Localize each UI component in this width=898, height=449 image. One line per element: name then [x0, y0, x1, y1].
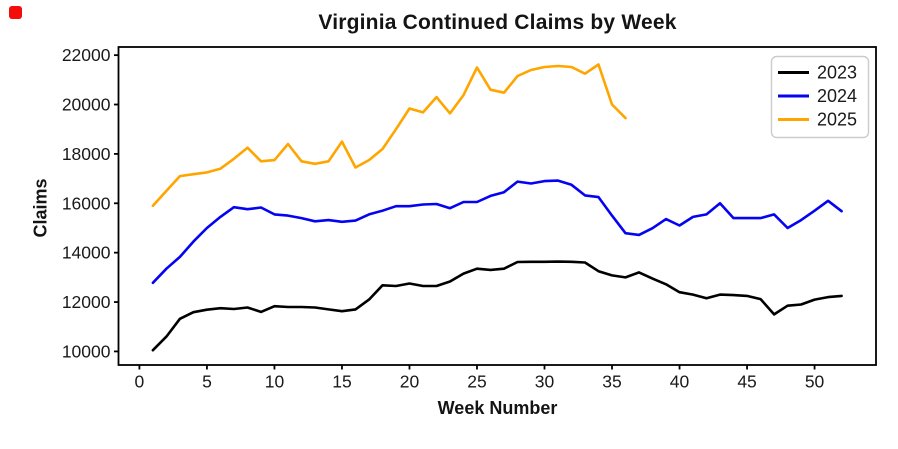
x-tick-label: 0 — [135, 372, 145, 392]
line-2025 — [151, 63, 627, 208]
y-axis-label: Claims — [30, 178, 51, 238]
y-tick-label: 20000 — [62, 95, 111, 115]
x-tick-label: 40 — [670, 372, 690, 392]
x-tick-label: 10 — [265, 372, 285, 392]
y-tick-label: 14000 — [62, 243, 111, 263]
x-tick-label: 25 — [467, 372, 486, 392]
x-tick-label: 50 — [805, 372, 825, 392]
y-tick-label: 18000 — [62, 144, 111, 164]
legend-label: 2024 — [817, 86, 857, 106]
legend: 2023 2024 2025 — [770, 55, 870, 139]
x-tick-label: 45 — [737, 372, 756, 392]
x-axis-label: Week Number — [437, 398, 558, 418]
legend-label: 2025 — [817, 110, 857, 130]
legend-label: 2023 — [817, 63, 857, 83]
y-tick-label: 12000 — [62, 292, 111, 312]
legend-entry-2025: 2025 — [778, 110, 857, 130]
legend-box — [770, 55, 870, 139]
x-tick-label: 20 — [400, 372, 420, 392]
legend-entry-2024: 2024 — [778, 86, 857, 106]
axes-frame — [117, 46, 877, 366]
line-2023 — [151, 260, 843, 352]
y-tick-label: 16000 — [62, 193, 111, 213]
x-tick-label: 5 — [202, 372, 212, 392]
x-tick-label: 30 — [535, 372, 555, 392]
y-tick-label: 10000 — [62, 341, 111, 361]
y-tick-label: 22000 — [62, 45, 111, 65]
legend-entry-2023: 2023 — [778, 63, 857, 83]
line-2024 — [151, 179, 843, 285]
recording-indicator-dot — [9, 6, 22, 19]
chart-title: Virginia Continued Claims by Week — [318, 11, 677, 34]
x-tick-label: 15 — [332, 372, 351, 392]
x-tick-label: 35 — [602, 372, 621, 392]
